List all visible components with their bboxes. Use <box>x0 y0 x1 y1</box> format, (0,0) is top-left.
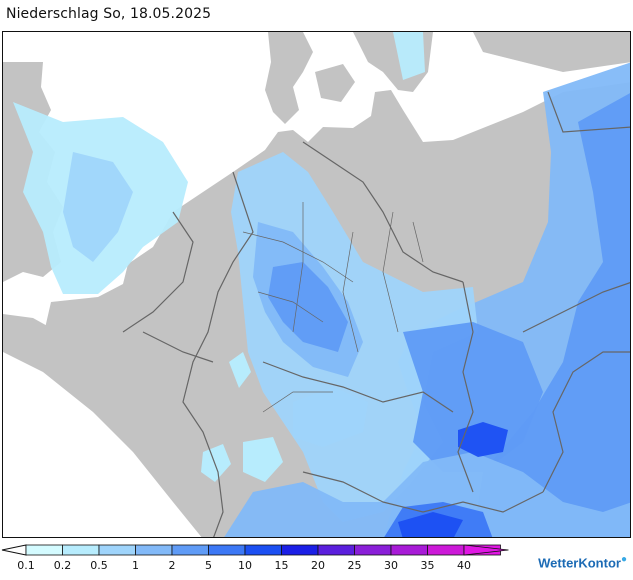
legend-scale <box>1 544 509 556</box>
precipitation-legend: 0.1 0.2 0.5 1 2 5 10 15 20 25 30 35 40 <box>0 541 633 580</box>
precip-blob-west <box>229 352 251 388</box>
brand-name: WetterKontor <box>538 555 621 571</box>
map-title: Niederschlag So, 18.05.2025 <box>6 6 212 22</box>
legend-label: 1 <box>132 559 139 572</box>
legend-swatch <box>62 544 100 556</box>
land-england-south <box>3 314 51 338</box>
legend-label: 5 <box>205 559 212 572</box>
legend-swatch <box>390 544 428 556</box>
land-denmark <box>265 32 313 124</box>
precipitation-map[interactable] <box>2 31 631 538</box>
legend-label: 25 <box>347 559 362 572</box>
precip-area-south <box>224 452 630 537</box>
land-baltic-top-right <box>473 32 630 72</box>
legend-swatch <box>25 544 63 556</box>
legend-label: 40 <box>457 559 471 572</box>
legend-label: 0.2 <box>53 559 72 572</box>
legend-swatch <box>98 544 136 556</box>
legend-swatch <box>427 544 465 556</box>
precip-blob-sw-2 <box>243 437 283 482</box>
legend-label: 20 <box>311 559 325 572</box>
legend-swatch <box>171 544 209 556</box>
precip-area-east-dark <box>473 93 630 537</box>
precip-blob-sw-1 <box>201 444 231 482</box>
precip-area-southeast <box>403 322 543 472</box>
legend-swatch <box>244 544 282 556</box>
legend-swatch <box>208 544 246 556</box>
legend-label: 2 <box>168 559 176 572</box>
land-danish-islands <box>315 64 355 102</box>
legend-label: 10 <box>238 559 252 572</box>
droplet-icon: ● <box>620 554 627 565</box>
wetterkontor-logo: WetterKontor● <box>538 554 627 570</box>
precip-area-baltic-light <box>393 32 425 80</box>
legend-arrow-low <box>1 544 27 556</box>
legend-label: 15 <box>274 559 289 572</box>
precip-area-northsea-core <box>63 152 133 262</box>
state-borders <box>242 202 424 413</box>
precip-area-alps-heavy-2 <box>398 512 463 537</box>
precip-area-alps-heavy <box>458 422 508 457</box>
legend-label: 0.1 <box>17 559 35 572</box>
legend-label: 30 <box>384 559 398 572</box>
legend-label: 35 <box>420 559 435 572</box>
legend-swatch <box>317 544 355 556</box>
country-borders <box>122 91 630 537</box>
legend-arrow-high <box>463 544 509 556</box>
legend-swatch <box>135 544 173 556</box>
legend-swatch <box>281 544 319 556</box>
legend-label: 0.5 <box>90 559 108 572</box>
precip-blob-mid <box>293 387 368 447</box>
precip-area-central-dark <box>268 262 348 352</box>
legend-swatch <box>354 544 392 556</box>
